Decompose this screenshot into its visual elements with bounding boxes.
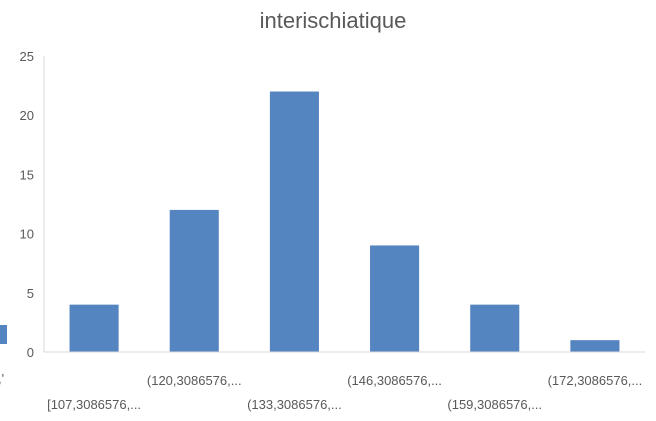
x-axis-category-labels: [107,3086576,... (120,3086576,... (133,308… [47,373,642,412]
bar [269,91,319,353]
y-axis-ticks: 0 5 10 15 20 25 [20,49,34,360]
bar [470,304,520,352]
x-category-label: (146,3086576,... [347,373,442,388]
bar [370,245,420,352]
x-category-label: (120,3086576,... [147,373,242,388]
x-category-label: (172,3086576,... [548,373,643,388]
bar [69,304,119,352]
bar [169,209,219,352]
y-tick-label: 5 [27,286,34,301]
bar [570,340,620,352]
bars [69,91,620,353]
y-tick-label: 20 [20,108,34,123]
y-tick-label: 0 [27,345,34,360]
partial-offscreen-label: ,' [0,371,4,386]
y-tick-label: 15 [20,167,34,182]
x-category-label: (159,3086576,... [447,397,542,412]
y-tick-label: 10 [20,227,34,242]
chart-title: interischiatique [260,8,407,33]
partial-legend-marker [0,325,7,344]
y-tick-label: 25 [20,49,34,64]
x-category-label: [107,3086576,... [47,397,141,412]
x-category-label: (133,3086576,... [247,397,342,412]
